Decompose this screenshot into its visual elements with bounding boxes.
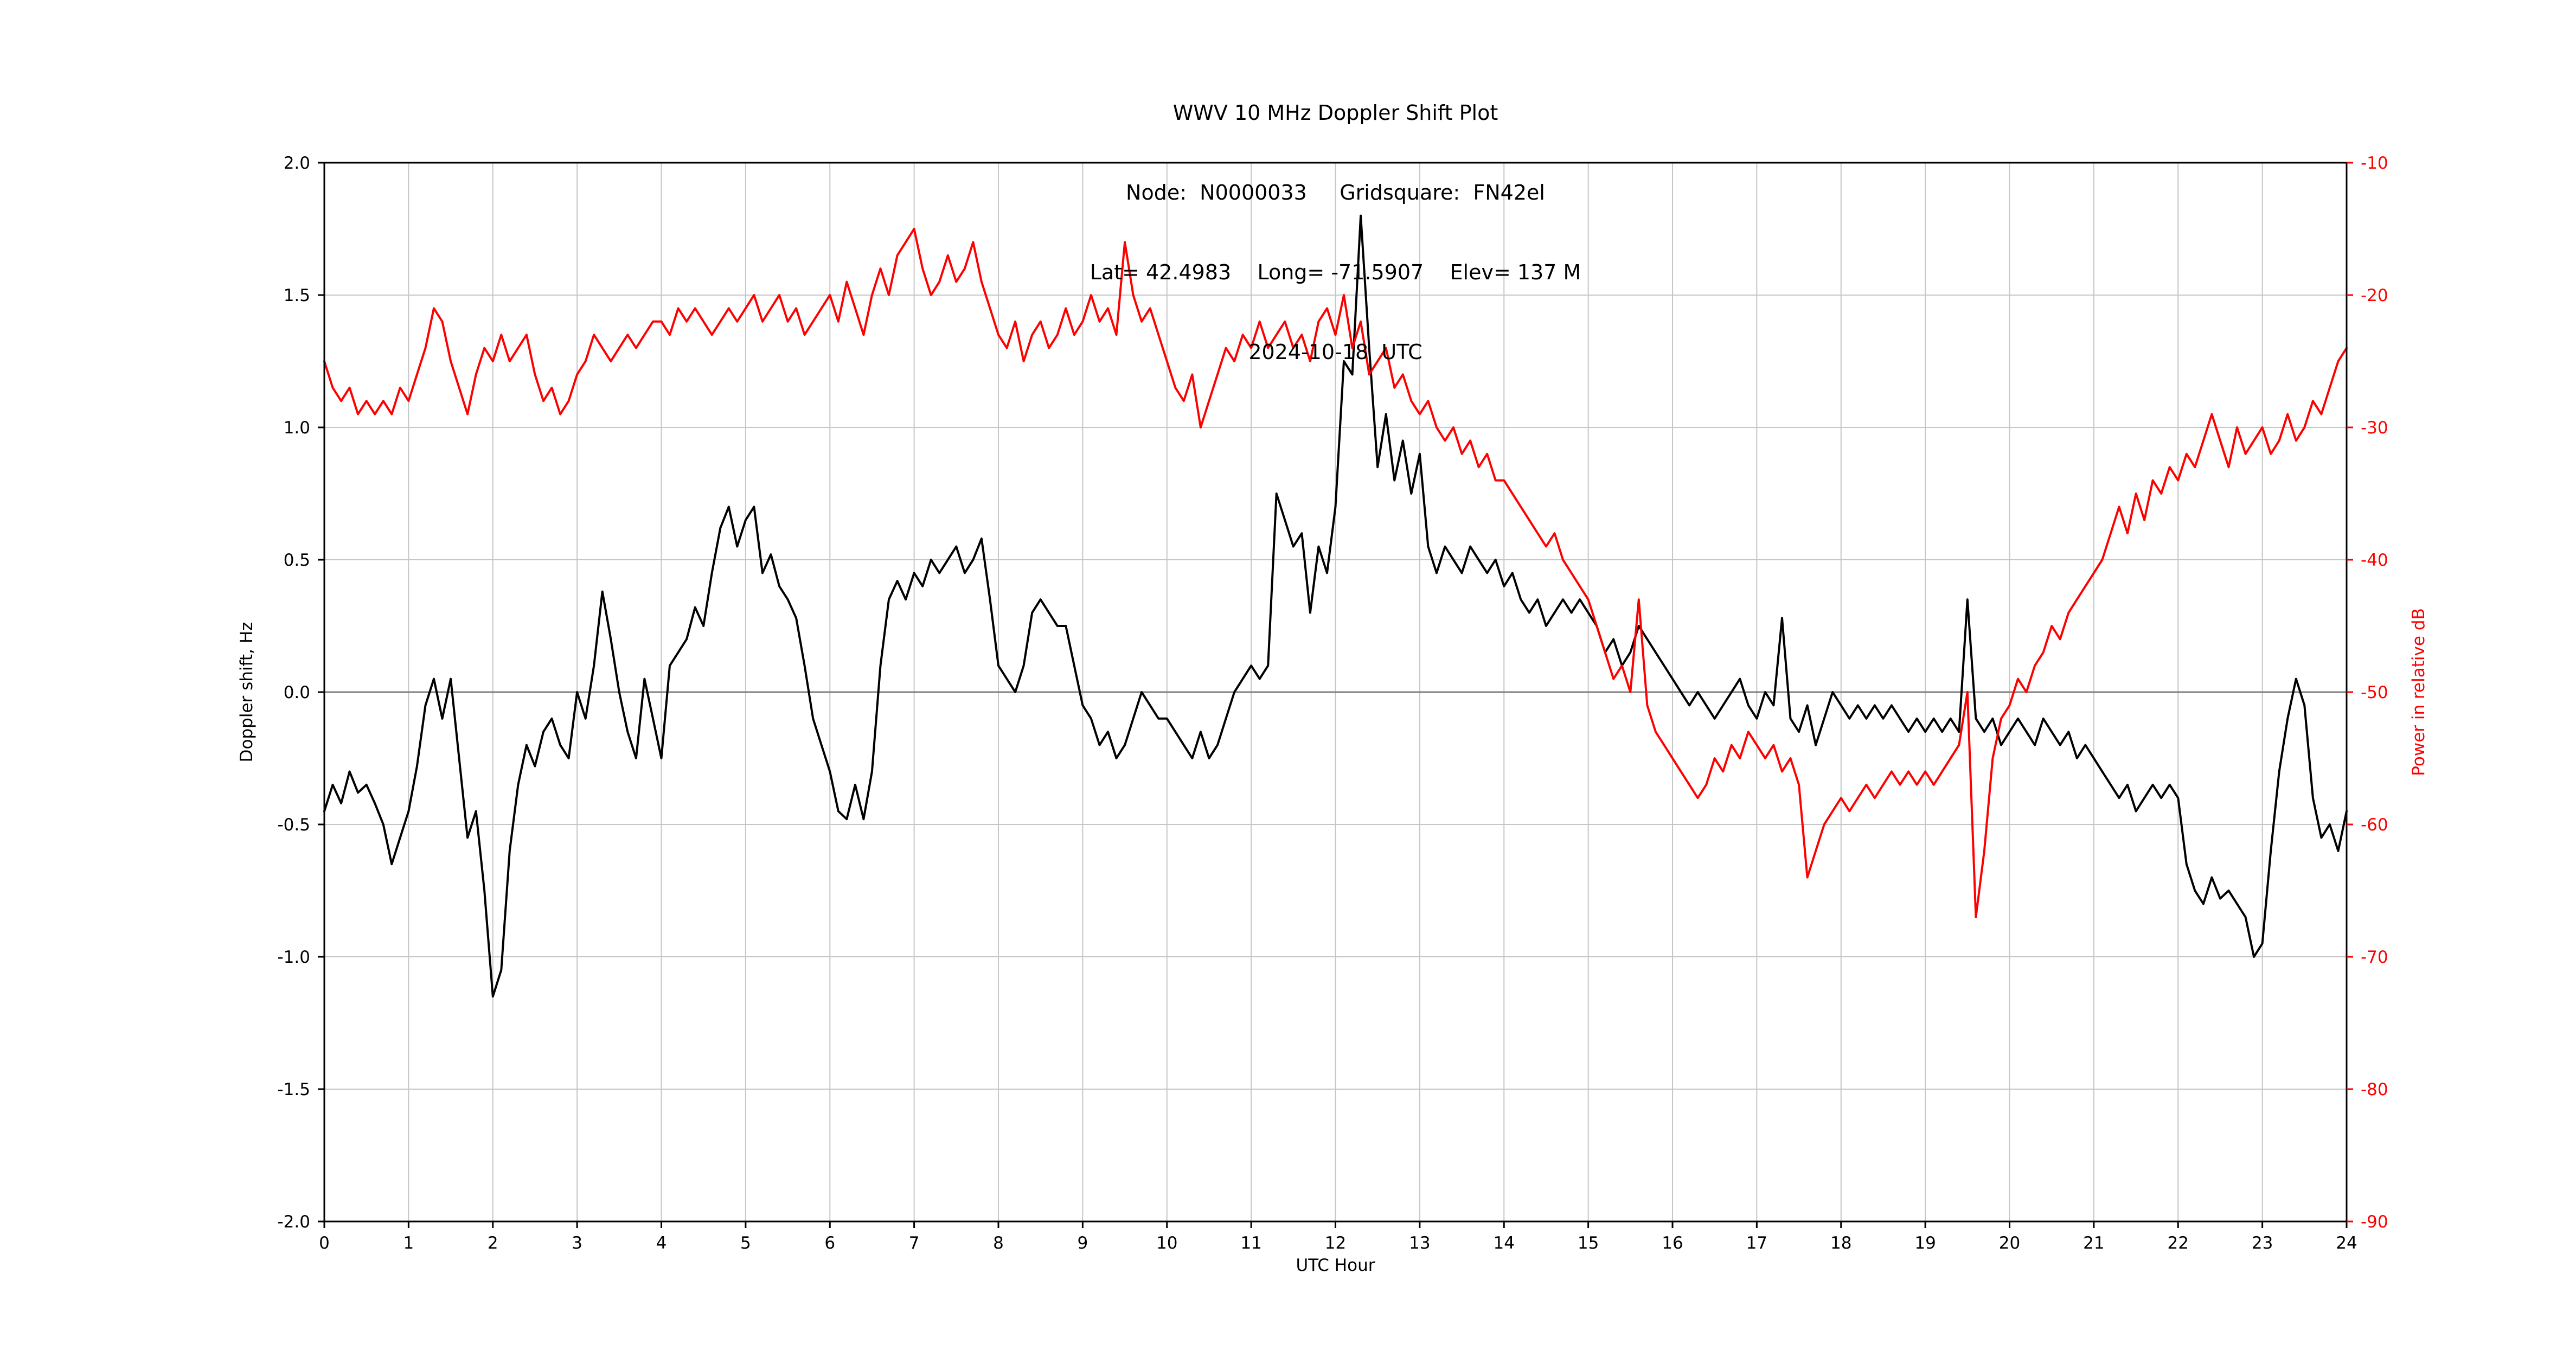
x-axis-label: UTC Hour: [1296, 1256, 1375, 1275]
y-left-tick-label: -1.0: [278, 948, 311, 967]
y-axis-label-right: Power in relative dB: [2409, 608, 2428, 776]
x-tick-label: 9: [1078, 1233, 1088, 1253]
chart-subtitle-date: 2024-10-18 UTC: [1248, 340, 1422, 364]
x-tick-label: 4: [656, 1233, 667, 1253]
x-tick-label: 14: [1494, 1233, 1515, 1253]
x-tick-label: 23: [2252, 1233, 2273, 1253]
x-tick-label: 8: [993, 1233, 1004, 1253]
y-left-tick-label: 1.0: [284, 418, 310, 438]
y-right-tick-label: -60: [2361, 815, 2388, 835]
y-right-tick-label: -40: [2361, 551, 2388, 570]
chart-title-block: WWV 10 MHz Doppler Shift Plot Node: N000…: [324, 47, 2347, 419]
x-tick-label: 15: [1578, 1233, 1599, 1253]
x-tick-label: 12: [1325, 1233, 1346, 1253]
y-left-tick-label: -2.0: [278, 1212, 311, 1232]
chart-subtitle-node-gridsquare: Node: N0000033 Gridsquare: FN42el: [1126, 181, 1545, 204]
x-tick-label: 21: [2083, 1233, 2104, 1253]
y-left-tick-label: 1.5: [284, 286, 310, 305]
y-right-tick-label: -80: [2361, 1080, 2388, 1099]
x-tick-label: 11: [1240, 1233, 1261, 1253]
x-tick-label: 7: [909, 1233, 920, 1253]
y-left-tick-label: -1.5: [278, 1080, 311, 1099]
y-right-tick-label: -50: [2361, 683, 2388, 702]
x-tick-label: 5: [740, 1233, 751, 1253]
x-tick-label: 17: [1746, 1233, 1767, 1253]
series-line-doppler-shift: [323, 214, 2348, 998]
x-tick-label: 24: [2336, 1233, 2357, 1253]
x-tick-label: 10: [1156, 1233, 1177, 1253]
series-line-power: [323, 228, 2348, 918]
x-tick-label: 16: [1662, 1233, 1683, 1253]
y-right-tick-label: -70: [2361, 948, 2388, 967]
y-left-tick-label: -0.5: [278, 815, 311, 835]
x-tick-label: 18: [1830, 1233, 1851, 1253]
y-right-tick-label: -20: [2361, 286, 2388, 305]
chart-title: WWV 10 MHz Doppler Shift Plot: [1172, 101, 1498, 125]
x-tick-label: 22: [2168, 1233, 2189, 1253]
x-tick-label: 3: [572, 1233, 582, 1253]
y-left-tick-label: 2.0: [284, 153, 310, 173]
y-left-tick-label: 0.0: [284, 683, 310, 702]
x-tick-label: 0: [319, 1233, 330, 1253]
y-axis-label-left: Doppler shift, Hz: [237, 622, 257, 763]
y-right-tick-label: -30: [2361, 418, 2388, 438]
x-tick-label: 20: [1999, 1233, 2020, 1253]
y-right-tick-label: -90: [2361, 1212, 2388, 1232]
x-tick-label: 19: [1914, 1233, 1936, 1253]
x-tick-label: 13: [1409, 1233, 1430, 1253]
x-tick-label: 2: [488, 1233, 498, 1253]
y-right-tick-label: -10: [2361, 153, 2388, 173]
chart-subtitle-location: Lat= 42.4983 Long= -71.5907 Elev= 137 M: [1090, 260, 1581, 284]
x-tick-label: 6: [824, 1233, 835, 1253]
y-left-tick-label: 0.5: [284, 551, 310, 570]
x-tick-label: 1: [403, 1233, 414, 1253]
